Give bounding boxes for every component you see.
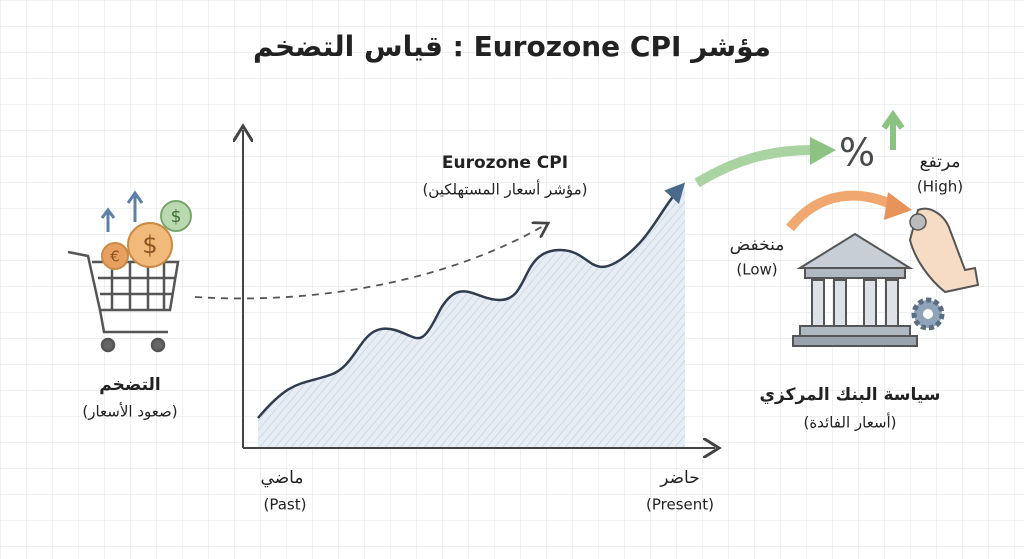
- x-end-sublabel: (Present): [646, 496, 714, 514]
- high-sublabel: (High): [917, 178, 963, 196]
- area-fill: [258, 185, 685, 448]
- coin-symbol: $: [142, 231, 157, 259]
- dial: [909, 213, 927, 231]
- percent-icon: %: [839, 131, 875, 175]
- hand-icon: [908, 207, 980, 294]
- coin-symbol: €: [110, 248, 120, 266]
- dashed-arrow: [194, 225, 545, 300]
- green-arrow: [694, 145, 813, 188]
- coin-symbol: $: [171, 207, 182, 227]
- high-label: مرتفع: [920, 152, 961, 172]
- up-arrows: [100, 190, 144, 232]
- orange-arrow: [786, 190, 896, 232]
- title: مؤشر Eurozone CPI : قياس التضخم: [253, 30, 771, 63]
- bank-icon: [792, 232, 918, 347]
- gear-hole: [923, 309, 933, 319]
- coin: [127, 222, 173, 268]
- coin: [160, 200, 192, 232]
- policy-label: سياسة البنك المركزي: [759, 385, 940, 405]
- chart-sublabel: (مؤشر أسعار المستهلكين): [422, 180, 587, 199]
- x-start-sublabel: (Past): [264, 496, 307, 514]
- chart-label: Eurozone CPI: [442, 153, 568, 173]
- low-label: منخفض: [730, 235, 785, 255]
- green-arrow-head: [810, 137, 836, 165]
- inflation-sublabel: (صعود الأسعار): [82, 402, 177, 421]
- inflation-label: التضخم: [99, 375, 160, 395]
- x-start-label: ماضي: [261, 468, 304, 488]
- policy-sublabel: (أسعار الفائدة): [803, 413, 896, 432]
- up-arrow-green: [881, 109, 905, 150]
- orange-arrow-head: [884, 192, 912, 220]
- coin: [101, 242, 129, 270]
- x-end-label: حاضر: [659, 468, 700, 488]
- low-sublabel: (Low): [736, 261, 777, 279]
- trend-line: [257, 182, 686, 419]
